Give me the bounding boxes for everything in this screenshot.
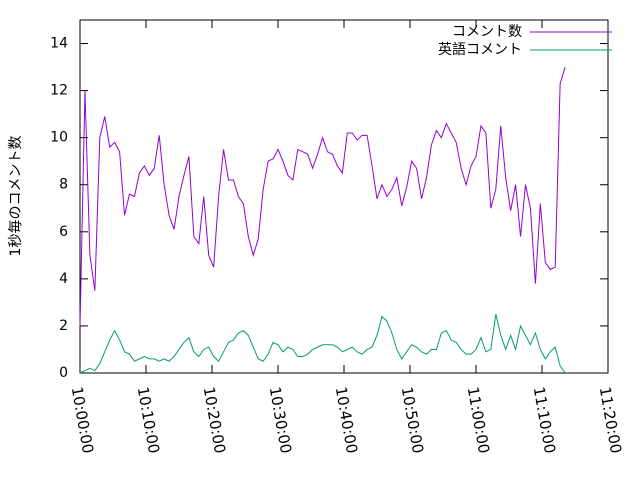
legend-label: コメント数 [452, 24, 522, 40]
y-tick-label: 8 [59, 177, 68, 193]
x-tick-label: 11:10:00 [530, 385, 559, 454]
y-tick-label: 12 [50, 83, 68, 99]
y-tick-label: 4 [59, 271, 68, 287]
series-line [79, 314, 566, 374]
x-tick-label: 10:40:00 [332, 385, 361, 454]
y-tick-label: 2 [59, 318, 68, 334]
y-tick-label: 14 [50, 36, 68, 52]
x-tick-label: 10:50:00 [398, 385, 427, 454]
x-tick-label: 10:20:00 [200, 385, 229, 454]
x-tick-label: 11:20:00 [596, 385, 625, 454]
y-tick-label: 10 [50, 130, 68, 146]
y-tick-label: 6 [59, 224, 68, 240]
x-tick-label: 10:30:00 [266, 385, 295, 454]
x-tick-label: 10:10:00 [134, 385, 163, 454]
plot-frame [79, 19, 609, 374]
legend-label: 英語コメント [438, 41, 522, 58]
x-tick-label: 10:00:00 [68, 385, 97, 454]
y-tick-label: 0 [59, 365, 68, 381]
x-tick-label: 11:00:00 [464, 385, 493, 454]
series-line [79, 66, 566, 326]
y-axis-label: 1秒毎のコメント数 [8, 136, 24, 257]
